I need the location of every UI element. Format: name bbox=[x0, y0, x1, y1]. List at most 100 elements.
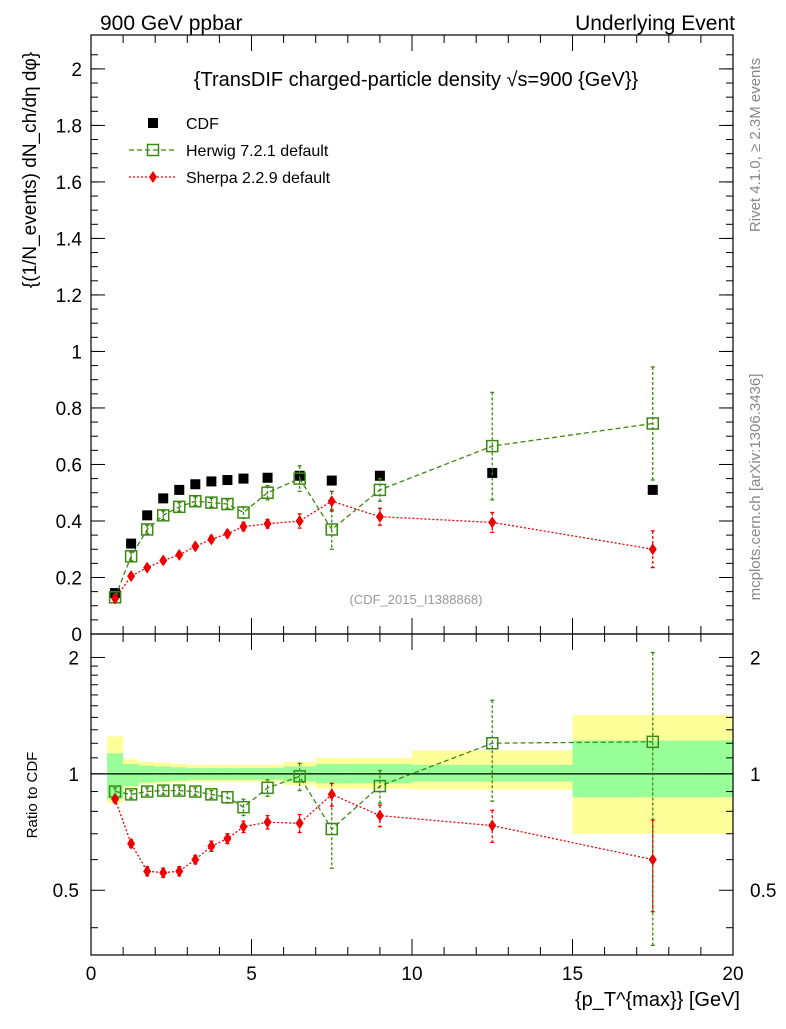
ratio-herwig-point bbox=[189, 785, 202, 798]
sherpa-point bbox=[191, 540, 200, 553]
y-tick-label: 0.2 bbox=[56, 568, 82, 589]
herwig-point bbox=[325, 523, 338, 536]
ratio-herwig-point bbox=[237, 800, 250, 814]
legend-herwig-label: Herwig 7.2.1 default bbox=[186, 143, 329, 160]
x-tick-label: 5 bbox=[246, 964, 257, 985]
ratio-y-label: Ratio to CDF bbox=[24, 752, 41, 839]
cdf-point bbox=[158, 493, 169, 504]
y-tick-label: 1.8 bbox=[56, 116, 82, 137]
ratio-herwig-point bbox=[373, 779, 387, 793]
ratio-herwig-point bbox=[486, 736, 499, 750]
legend-sherpa-marker bbox=[149, 171, 157, 183]
ratio-sherpa-point bbox=[143, 865, 152, 878]
ratio-herwig-point bbox=[205, 788, 218, 801]
sherpa-point bbox=[295, 514, 304, 527]
mcplots-label: mcplots.cern.ch [arXiv:1306.3436] bbox=[747, 374, 764, 601]
ratio-panel: 0.5 0.51 12 20 5 10 15 20 Ratio to CDF bbox=[24, 633, 776, 985]
herwig-point bbox=[205, 496, 218, 509]
ratio-herwig-point bbox=[293, 770, 306, 783]
rivet-label: Rivet 4.1.0, ≥ 2.3M events bbox=[747, 58, 764, 232]
ratio-sherpa-point bbox=[159, 866, 168, 879]
herwig-point bbox=[173, 500, 186, 514]
y-tick-label: 1.4 bbox=[56, 229, 83, 250]
sherpa-point bbox=[159, 554, 168, 567]
ratio-herwig-point bbox=[261, 781, 274, 795]
sherpa-point bbox=[327, 495, 336, 508]
ratio-herwig-point bbox=[124, 788, 138, 801]
sherpa-point bbox=[143, 561, 152, 574]
ratio-herwig-point bbox=[173, 784, 186, 797]
herwig-point bbox=[486, 439, 499, 453]
cdf-point bbox=[647, 484, 658, 495]
ratio-y-tick-label: 0.5 bbox=[53, 881, 79, 902]
x-tick-label: 20 bbox=[722, 964, 743, 985]
ratio-sherpa-point bbox=[263, 816, 272, 829]
ratio-sherpa-point bbox=[327, 788, 336, 801]
herwig-point bbox=[293, 472, 306, 485]
herwig-point bbox=[237, 506, 250, 519]
legend-cdf-marker bbox=[148, 118, 158, 128]
x-axis-label: {p_T^{max}} [GeV] bbox=[575, 989, 740, 1011]
header-left: 900 GeV ppbar bbox=[100, 12, 242, 35]
ratio-y-tick-label-right: 0.5 bbox=[750, 881, 776, 902]
cdf-point bbox=[326, 475, 337, 486]
herwig-point bbox=[124, 550, 138, 563]
ratio-y-tick-label-right: 1 bbox=[750, 765, 761, 786]
sherpa-point bbox=[648, 543, 657, 556]
herwig-point bbox=[140, 523, 154, 536]
ratio-sherpa-point bbox=[127, 837, 136, 850]
uncertainty-band-inner bbox=[123, 764, 140, 787]
cdf-point bbox=[294, 470, 305, 481]
ratio-herwig-point bbox=[646, 735, 659, 749]
sherpa-point bbox=[263, 517, 272, 530]
legend-herwig-marker bbox=[146, 143, 160, 157]
ratio-y-tick-label: 1 bbox=[68, 765, 79, 786]
legend-sherpa-label: Sherpa 2.2.9 default bbox=[186, 170, 331, 187]
y-tick-label: 1.2 bbox=[56, 286, 82, 307]
ratio-herwig-point bbox=[156, 784, 170, 797]
header-right: Underlying Event bbox=[575, 12, 735, 35]
ratio-herwig-point bbox=[325, 822, 338, 836]
herwig-point bbox=[261, 486, 274, 499]
ratio-sherpa-point bbox=[191, 853, 200, 866]
cdf-point bbox=[174, 484, 185, 495]
ratio-sherpa-point bbox=[488, 819, 497, 832]
ratio-sherpa-point bbox=[175, 865, 184, 878]
y-axis-label: {(1/N_events) dN_ch/dη dφ} bbox=[20, 52, 41, 288]
legend-cdf-label: CDF bbox=[186, 116, 219, 133]
ratio-herwig-point bbox=[221, 790, 234, 804]
cdf-point bbox=[190, 479, 201, 490]
cdf-point bbox=[126, 538, 137, 549]
y-tick-label: 0.8 bbox=[56, 399, 82, 420]
ratio-sherpa-point bbox=[375, 809, 384, 822]
y-tick-label: 0 bbox=[71, 625, 82, 646]
herwig-point bbox=[156, 509, 170, 522]
ratio-herwig-point bbox=[140, 785, 154, 798]
cdf-point bbox=[238, 473, 249, 484]
herwig-point bbox=[221, 497, 234, 511]
herwig-point bbox=[189, 494, 202, 508]
ratio-y-tick-label-right: 2 bbox=[750, 648, 761, 669]
sherpa-point bbox=[375, 510, 384, 523]
ratio-sherpa-point bbox=[223, 832, 232, 845]
cdf-point bbox=[374, 470, 385, 481]
sherpa-point bbox=[207, 533, 216, 546]
cdf-point bbox=[142, 510, 153, 521]
herwig-point bbox=[646, 417, 659, 430]
y-tick-label: 1.6 bbox=[56, 173, 82, 194]
x-tick-label: 10 bbox=[401, 964, 422, 985]
main-panel: {TransDIF charged-particle density √s=90… bbox=[20, 34, 734, 646]
herwig-line bbox=[114, 422, 653, 598]
y-tick-label: 1 bbox=[71, 342, 82, 363]
ratio-sherpa-point bbox=[295, 817, 304, 830]
cdf-point bbox=[206, 476, 217, 487]
ratio-sherpa-point bbox=[111, 793, 120, 806]
sherpa-point bbox=[223, 527, 232, 540]
sherpa-point bbox=[111, 592, 120, 605]
y-tick-label: 2 bbox=[71, 60, 82, 81]
sherpa-point bbox=[239, 520, 248, 533]
x-tick-label: 0 bbox=[86, 964, 97, 985]
sherpa-point bbox=[175, 548, 184, 561]
watermark: (CDF_2015_I1388868) bbox=[350, 592, 483, 607]
